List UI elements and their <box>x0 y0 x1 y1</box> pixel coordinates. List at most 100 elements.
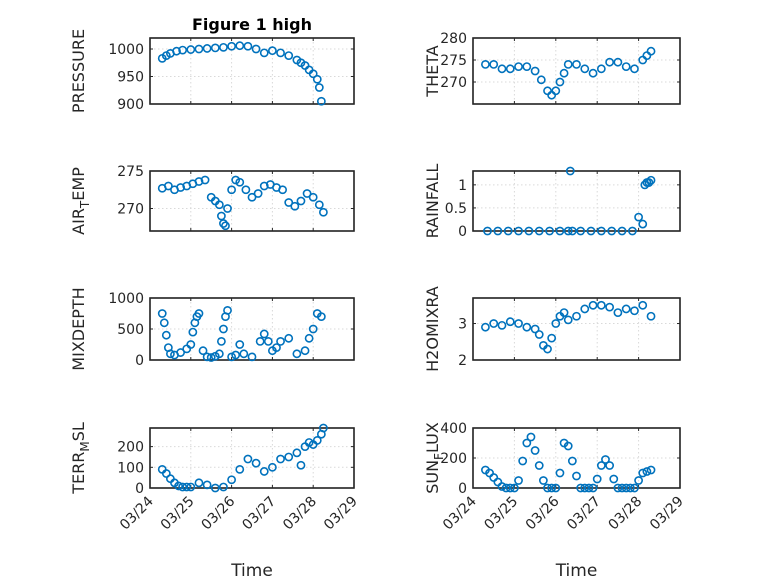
data-point <box>601 455 610 464</box>
data-point <box>646 46 656 56</box>
y-tick-label: 270 <box>117 202 144 218</box>
data-point <box>284 198 294 207</box>
data-point <box>276 48 285 58</box>
data-point <box>559 308 569 317</box>
data-point <box>613 57 623 67</box>
data-point <box>284 51 294 60</box>
y-axis-label: MIXDEPTH <box>69 287 88 370</box>
data-point <box>567 456 577 466</box>
y-tick-label: 1000 <box>108 291 144 307</box>
data-point <box>489 60 499 69</box>
data-point <box>223 305 232 315</box>
data-point <box>630 306 639 316</box>
data-point <box>314 200 324 210</box>
data-point <box>501 483 511 493</box>
data-point <box>634 476 643 485</box>
data-point <box>202 352 212 362</box>
data-point <box>493 226 503 236</box>
data-point <box>165 349 175 359</box>
data-point <box>596 300 606 310</box>
data-point <box>638 300 648 310</box>
data-point <box>278 185 287 195</box>
data-point <box>596 226 606 236</box>
data-point <box>584 483 594 493</box>
data-point <box>481 60 490 69</box>
data-point <box>255 336 265 346</box>
data-point <box>194 478 204 488</box>
data-point <box>174 481 183 491</box>
data-point <box>534 330 544 339</box>
y-axis-label: SUNFLUX <box>423 422 446 494</box>
data-point <box>304 333 314 343</box>
data-point <box>580 64 590 74</box>
data-point <box>194 309 204 318</box>
data-point <box>586 226 596 236</box>
axes-frame <box>149 37 355 105</box>
y-tick-label: 950 <box>117 70 144 86</box>
data-point <box>646 175 656 185</box>
data-point <box>625 483 635 493</box>
data-point <box>178 45 188 55</box>
data-point <box>555 468 565 478</box>
data-point <box>308 192 318 202</box>
data-point <box>547 333 557 343</box>
y-tick-label: 2 <box>458 353 467 369</box>
data-point <box>206 353 216 362</box>
data-point <box>182 482 192 492</box>
data-point <box>588 483 598 493</box>
data-point <box>219 324 228 334</box>
data-point <box>178 482 188 492</box>
subplot-mixdepth: 0 500 1000 MIXDEPTH <box>69 287 355 371</box>
data-point <box>646 465 656 475</box>
x-tick-label: 03/27 <box>564 494 604 534</box>
data-point <box>198 346 208 356</box>
data-point <box>235 340 245 349</box>
data-point <box>247 352 257 362</box>
data-point <box>613 483 623 493</box>
subplot-rainfall: 0 0.5 1 RAINFALL <box>423 164 681 240</box>
data-point <box>312 74 322 84</box>
data-point <box>235 41 245 51</box>
data-point <box>159 318 169 328</box>
data-point <box>259 48 269 58</box>
data-point <box>543 344 552 354</box>
data-point <box>617 483 627 493</box>
data-point <box>186 45 196 54</box>
data-point <box>505 317 515 327</box>
data-point <box>284 333 294 343</box>
data-point <box>284 452 294 462</box>
data-point <box>292 349 302 359</box>
y-tick-label: 200 <box>117 440 144 456</box>
data-point <box>227 352 236 362</box>
x-tick-label: 03/28 <box>606 494 646 534</box>
data-point <box>227 185 236 195</box>
data-point <box>543 483 552 493</box>
y-tick-label: 200 <box>440 451 467 467</box>
y-tick-label: 400 <box>440 421 467 437</box>
x-axis-label: Time <box>555 561 598 581</box>
data-point <box>630 483 639 493</box>
data-point <box>621 62 631 71</box>
data-point <box>627 226 637 236</box>
y-axis-label: AIRTEMP <box>69 167 92 235</box>
data-point <box>518 456 528 466</box>
data-point <box>534 226 544 236</box>
data-point <box>503 226 513 236</box>
data-point <box>223 204 232 213</box>
axes-frame <box>472 37 681 105</box>
data-point <box>247 192 257 202</box>
data-point <box>241 185 251 195</box>
data-point <box>219 42 228 52</box>
data-point <box>609 474 619 484</box>
data-point <box>176 348 185 357</box>
subplot-terr-msl: 0 100 200 TERRMSL <box>69 422 355 497</box>
data-point <box>163 181 173 191</box>
data-point <box>530 446 540 455</box>
x-tick-label: 03/29 <box>321 494 361 534</box>
data-point <box>308 69 318 79</box>
data-point <box>251 458 261 468</box>
data-point <box>522 322 532 332</box>
subplot-h2omixra: 2 3 H2OMIXRA <box>423 286 681 372</box>
data-point <box>588 300 598 310</box>
